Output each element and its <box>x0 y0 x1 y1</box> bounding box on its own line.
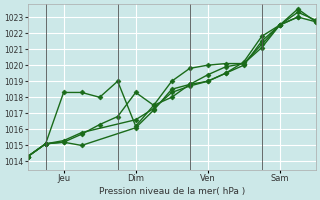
X-axis label: Pression niveau de la mer( hPa ): Pression niveau de la mer( hPa ) <box>99 187 245 196</box>
